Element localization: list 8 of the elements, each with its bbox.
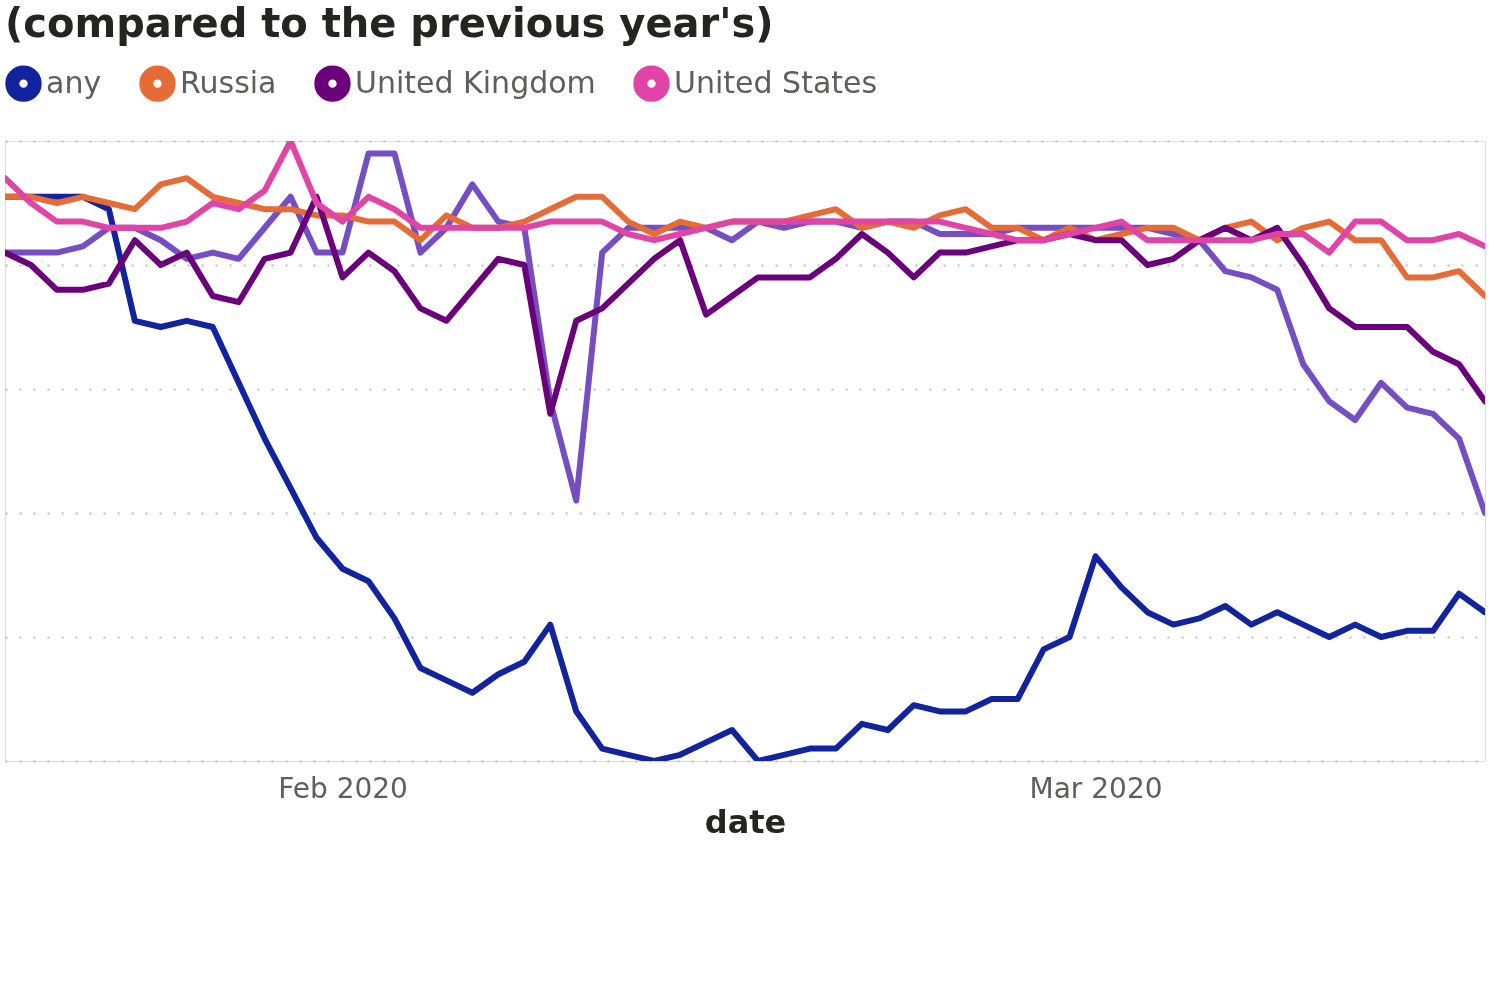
x-axis-title: date [704,802,787,841]
legend-label: United States [674,64,878,100]
legend-label: any [46,64,102,100]
legend-label: United Kingdom [355,64,596,100]
x-tick-label: Mar 2020 [1029,771,1163,805]
legend-label: Russia [180,64,277,100]
chart-title: (compared to the previous year's) [5,0,774,46]
x-tick-label: Feb 2020 [278,771,408,805]
